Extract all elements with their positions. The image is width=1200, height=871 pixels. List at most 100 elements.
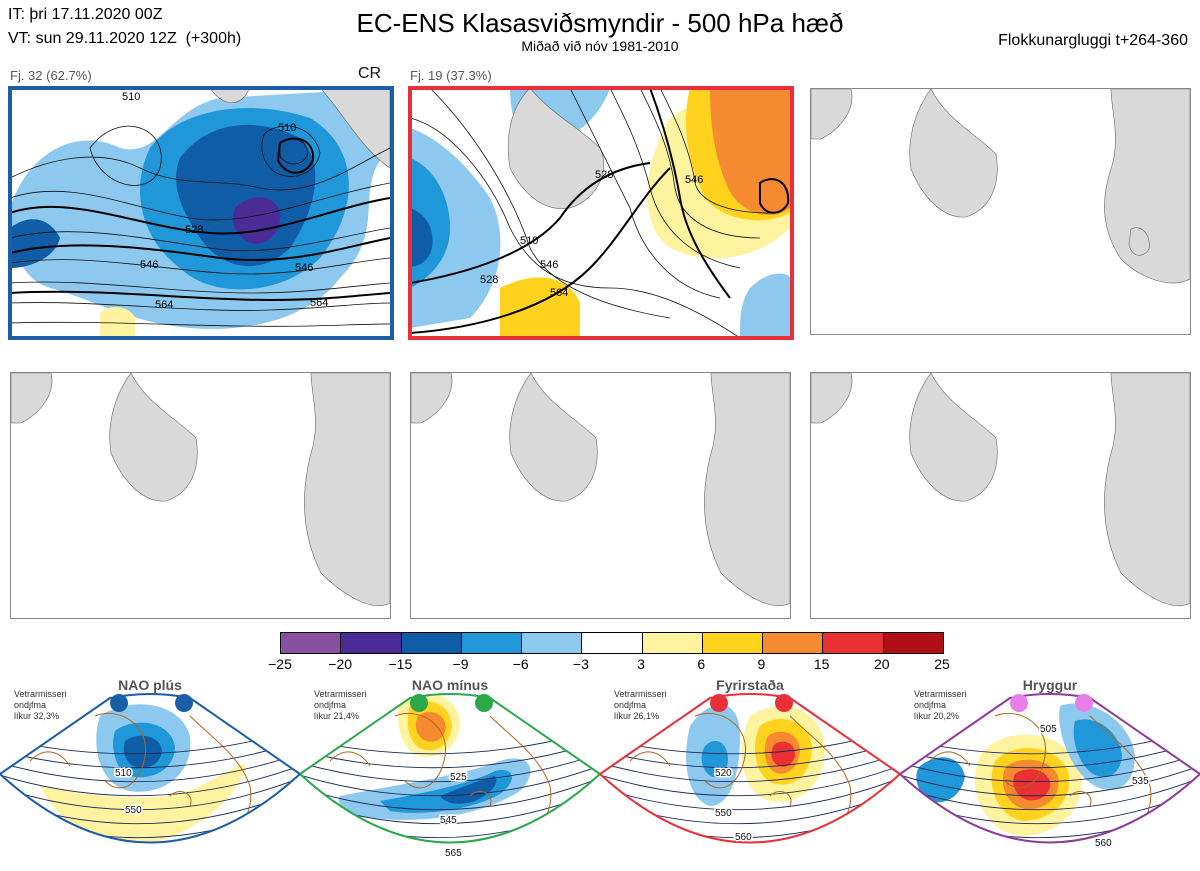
regime-contour: [300, 821, 600, 843]
regime-probability-info: Vetrarmisseri ondjfma líkur 20,2%: [914, 689, 967, 721]
colorbar-swatch: [883, 633, 943, 653]
regime-border: [600, 693, 900, 844]
cluster-map-1[interactable]: 528 546 546 564 564 510 510: [10, 88, 390, 338]
classification-window: Flokkunargluggi t+264-360: [998, 32, 1188, 49]
panel-1-tag: CR: [358, 65, 382, 82]
regime-anomaly: [415, 712, 446, 742]
regime-border: [900, 693, 1200, 844]
cluster-map-5[interactable]: [410, 372, 791, 619]
regime-marker-dot: [710, 694, 728, 712]
regime-fan-map: 510 550: [0, 693, 300, 844]
regime-contour-label: 525: [450, 772, 467, 783]
colorbar-tick-label: −3: [572, 656, 589, 672]
regime-border: [0, 693, 300, 844]
regime-contour: [0, 773, 300, 811]
regime-title: NAO mínus: [411, 677, 489, 693]
colorbar-swatch: [823, 633, 884, 653]
contour-label: 528: [185, 224, 203, 236]
regime-anomaly: [440, 776, 497, 804]
contour-label: 510: [122, 91, 140, 103]
anomaly-yellow: [100, 306, 135, 338]
coastline: [629, 712, 852, 842]
cluster-map-6[interactable]: [810, 372, 1191, 619]
cluster-map-2[interactable]: 528 546 510 528 546 564: [410, 88, 790, 338]
colorbar-swatch: [582, 633, 643, 653]
contour-label: 546: [140, 259, 158, 271]
regime-contour-label: 545: [440, 815, 457, 826]
colorbar-swatch: [401, 633, 462, 653]
regime-contour-label: 560: [735, 832, 752, 843]
regime-marker-dot: [110, 694, 128, 712]
colorbar-swatch: [702, 633, 764, 653]
contour-label: 510: [278, 122, 296, 134]
regime-contour: [600, 809, 900, 843]
regime-title: NAO plús: [118, 677, 182, 693]
regime-marker-dot: [1010, 694, 1028, 712]
colorbar-swatch: [281, 633, 342, 653]
regime-fan-map: 520 550 560: [600, 693, 900, 845]
regime-title: Hryggur: [1022, 677, 1078, 693]
regime-contour: [300, 749, 600, 783]
regime-contour: [0, 761, 300, 797]
regime-anomaly: [701, 741, 728, 778]
map-3-svg: [811, 89, 1190, 284]
land-greenland: [209, 88, 251, 103]
regime-contour-label: 550: [125, 805, 142, 816]
contour-label: 510: [520, 235, 538, 247]
contour-label: 546: [685, 174, 703, 186]
regime-contour-label: 550: [715, 808, 732, 819]
land-europe: [319, 88, 390, 169]
land-greenland: [507, 88, 604, 209]
regime-contour: [900, 761, 1200, 797]
contour-label: 546: [540, 259, 558, 271]
colorbar-tick-label: 9: [757, 656, 766, 672]
regime-anomaly: [916, 757, 965, 803]
contour-label: 564: [310, 297, 328, 309]
colorbar-swatch: [522, 633, 583, 653]
regime-probability-info: Vetrarmisseri ondjfma líkur 21,4%: [314, 689, 367, 721]
colorbar-swatch: [642, 633, 703, 653]
regime-anomaly: [771, 741, 796, 767]
coastline: [29, 712, 252, 842]
regime-marker-dot: [1075, 694, 1093, 712]
regime-contour: [600, 773, 900, 811]
page-subtitle: Miðað við nóv 1981-2010: [521, 38, 679, 54]
anomaly-dark-blue: [410, 208, 433, 267]
panel-2-label: Fj. 19 (37.3%): [410, 68, 492, 83]
valid-time: VT: sun 29.11.2020 12Z (+300h): [8, 30, 242, 47]
regime-contour-label: 505: [1040, 724, 1057, 735]
regime-marker-dot: [410, 694, 428, 712]
map-2-svg: 528 546 510 528 546 564: [410, 88, 790, 338]
regime-contour: [600, 761, 900, 797]
regime-border: [300, 693, 600, 844]
contour-label: 528: [595, 169, 613, 181]
colorbar-tick-label: −9: [452, 656, 469, 672]
regime-contour: [600, 821, 900, 843]
contour-label: 528: [480, 274, 498, 286]
map-1-svg: 528 546 546 564 564 510 510: [10, 88, 390, 338]
regime-contour: [900, 773, 1200, 811]
regime-contour: [300, 761, 600, 797]
cluster-map-4[interactable]: [10, 372, 391, 619]
regime-contour-label: 510: [115, 768, 132, 779]
regime-contour-label: 520: [715, 768, 732, 779]
colorbar-tick-label: 6: [697, 656, 706, 672]
colorbar-tick-label: −25: [268, 656, 292, 672]
regime-contour: [900, 749, 1200, 783]
anomaly-se-blue: [740, 273, 790, 338]
regime-anomaly: [123, 735, 162, 768]
regime-anomaly: [1010, 848, 1045, 860]
anomaly-south-yellow: [500, 277, 580, 338]
contour-label: 546: [295, 262, 313, 274]
colorbar-swatch: [763, 633, 824, 653]
colorbar-swatch: [461, 633, 523, 653]
cluster-map-3[interactable]: [810, 88, 1191, 335]
colorbar-tick-label: 25: [934, 656, 950, 672]
regime-probability-info: Vetrarmisseri ondjfma líkur 32,3%: [14, 689, 67, 721]
regime-marker-dot: [775, 694, 793, 712]
regime-contour: [300, 773, 600, 811]
regime-title: Fyrirstaða: [716, 677, 784, 693]
map-4-svg: [11, 373, 390, 606]
regime-fan-map: 505 535 560: [900, 693, 1200, 860]
regime-contour-label: 560: [1095, 838, 1112, 849]
